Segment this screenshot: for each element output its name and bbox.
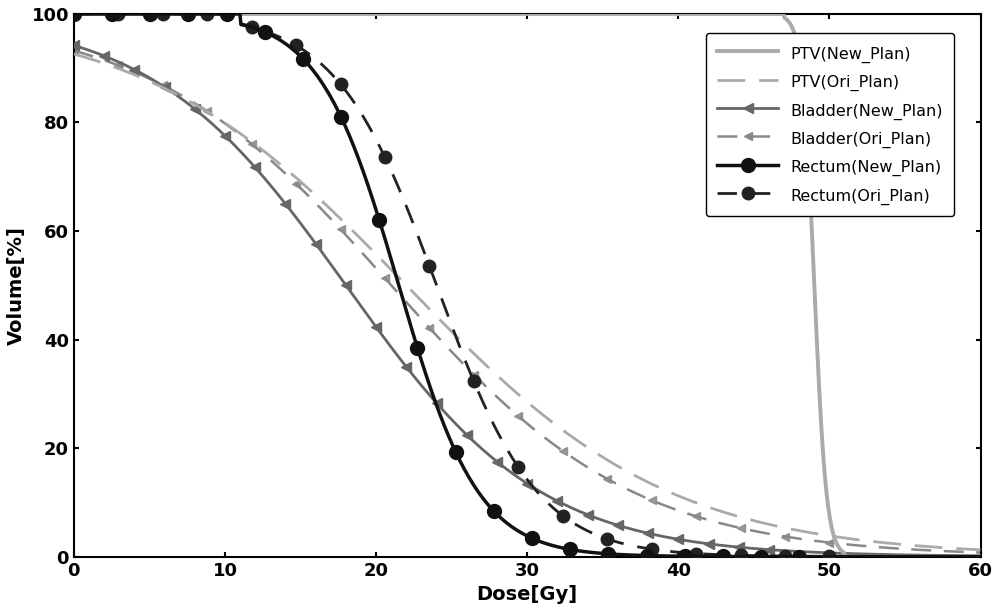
Legend: PTV(New_Plan), PTV(Ori_Plan), Bladder(New_Plan), Bladder(Ori_Plan), Rectum(New_P: PTV(New_Plan), PTV(Ori_Plan), Bladder(Ne… bbox=[706, 33, 954, 216]
X-axis label: Dose[Gy]: Dose[Gy] bbox=[477, 585, 578, 604]
Y-axis label: Volume[%]: Volume[%] bbox=[7, 226, 26, 345]
